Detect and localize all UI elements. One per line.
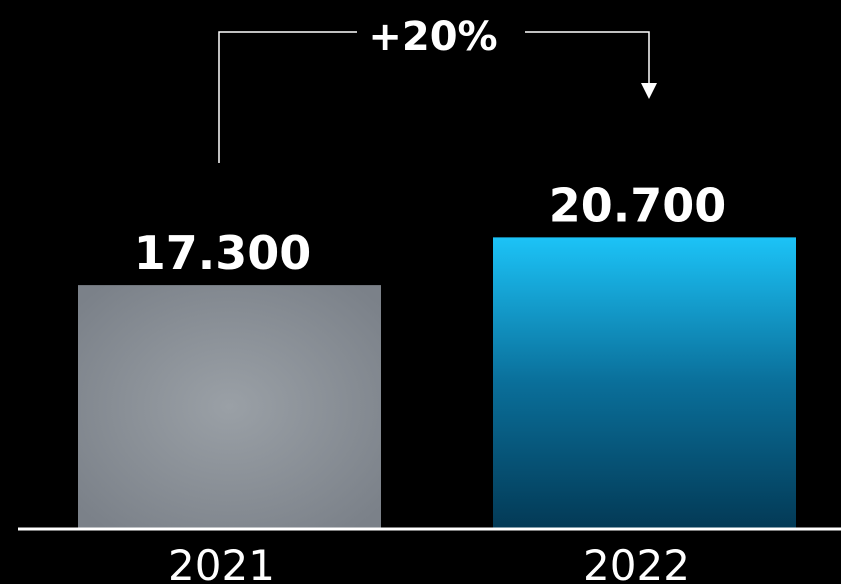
value-label-2022: 20.700	[549, 178, 727, 232]
change-connector-left	[218, 31, 357, 163]
value-label-2021: 17.300	[134, 226, 312, 280]
bar-2022	[493, 237, 796, 528]
change-connector-right	[525, 31, 650, 85]
bar-2021	[78, 285, 381, 528]
x-tick-label-2022: 2022	[583, 541, 690, 584]
change-annotation: +20%	[218, 14, 657, 163]
change-label: +20%	[368, 14, 497, 60]
x-tick-label-2021: 2021	[168, 541, 275, 584]
change-arrow-head-icon	[641, 83, 657, 99]
